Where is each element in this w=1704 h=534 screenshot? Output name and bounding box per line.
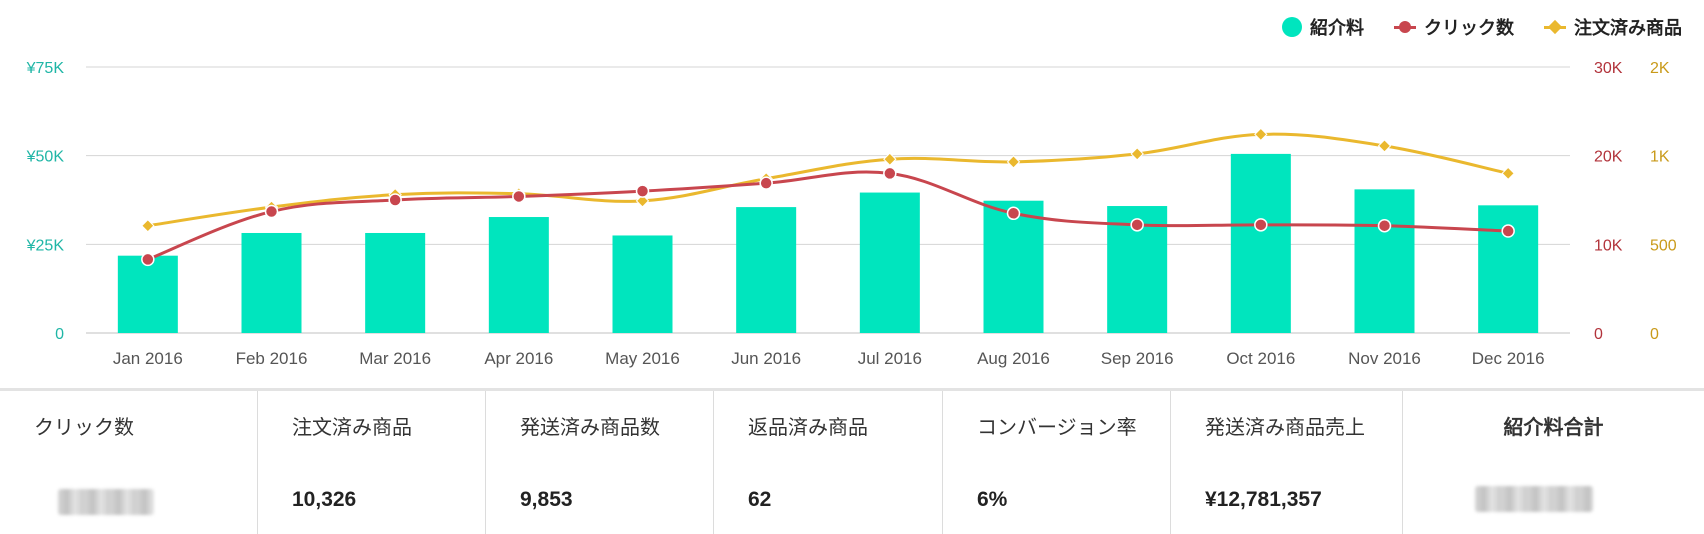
stat-total-fee: 紹介料合計 <box>1403 391 1704 534</box>
stat-conversion-rate: コンバージョン率 6% <box>943 391 1171 534</box>
x-tick-label: May 2016 <box>605 349 680 368</box>
stat-label: 注文済み商品 <box>292 417 412 439</box>
bar-fee <box>736 207 797 333</box>
bar-fee <box>612 235 673 333</box>
y-left-tick-label: 0 <box>55 326 64 343</box>
y-left-tick-label: ¥50K <box>26 149 65 166</box>
point-clicks <box>759 176 773 190</box>
y-right-ordered-tick-label: 1K <box>1650 149 1670 166</box>
bar-fee <box>859 192 920 333</box>
stat-label: コンバージョン率 <box>977 417 1137 439</box>
redacted-value <box>1475 486 1593 512</box>
stats-row: クリック数 注文済み商品 10,326 発送済み商品数 9,853 返品済み商品… <box>0 391 1704 534</box>
point-ordered-items <box>1130 147 1144 161</box>
point-ordered-items <box>141 219 155 233</box>
point-ordered-items <box>1006 155 1021 169</box>
point-ordered-items <box>1254 127 1268 142</box>
bar-fee <box>1230 153 1291 333</box>
point-ordered-items <box>1377 139 1392 153</box>
bar-fee <box>1354 189 1415 333</box>
stat-label: 発送済み商品数 <box>520 417 660 439</box>
point-clicks <box>1006 206 1021 221</box>
bar-fee <box>488 217 549 333</box>
y-right-clicks-tick-label: 20K <box>1594 149 1623 166</box>
combo-chart: 0 0 0 ¥25K 10K 500 ¥50K 20K 1K ¥75K 30K 2K Jan 2016 F… <box>26 14 1682 368</box>
bar-fee <box>241 232 302 333</box>
y-right-ordered-tick-label: 500 <box>1650 237 1677 254</box>
legend-clicks-label: クリック数 <box>1424 18 1514 38</box>
line-ordered-items <box>147 132 1509 228</box>
x-tick-label: Feb 2016 <box>236 349 308 368</box>
stat-value: ¥12,781,357 <box>1205 488 1322 511</box>
stat-label: 発送済み商品売上 <box>1205 417 1365 439</box>
stat-value: 6% <box>977 488 1008 511</box>
stat-value: 9,853 <box>520 488 573 511</box>
stat-returned-items: 返品済み商品 62 <box>714 391 943 534</box>
bar-fee <box>117 255 178 333</box>
point-clicks <box>388 193 402 207</box>
x-tick-label: Dec 2016 <box>1472 349 1545 368</box>
legend-clicks-marker <box>1394 17 1416 37</box>
chart-canvas: 0 0 0 ¥25K 10K 500 ¥50K 20K 1K ¥75K 30K 2K Jan 2016 F… <box>26 60 1677 368</box>
legend-ordered-label: 注文済み商品 <box>1574 18 1682 38</box>
legend-ordered-marker <box>1544 17 1566 37</box>
point-clicks <box>264 204 279 219</box>
legend-fee-label: 紹介料 <box>1310 18 1364 38</box>
point-clicks <box>1130 218 1144 232</box>
point-clicks <box>1501 224 1515 238</box>
y-right-clicks-tick-label: 10K <box>1594 237 1623 254</box>
point-clicks <box>512 189 526 204</box>
y-right-ordered-tick-label: 2K <box>1650 60 1670 77</box>
bar-fee <box>365 232 426 333</box>
y-right-clicks-tick-label: 0 <box>1594 326 1603 343</box>
point-ordered-items <box>635 194 650 208</box>
bar-fee <box>983 200 1044 333</box>
y-left-tick-label: ¥25K <box>26 237 65 254</box>
stat-value: 10,326 <box>292 488 357 511</box>
point-ordered-items <box>883 152 897 166</box>
stat-shipped-items: 発送済み商品数 9,853 <box>486 391 714 534</box>
x-tick-label: Jan 2016 <box>113 349 183 368</box>
chart-legend: 紹介料 クリック数 注文済み商品 <box>1282 14 1682 40</box>
y-right-clicks-tick-label: 30K <box>1594 60 1623 77</box>
line-clicks <box>147 170 1509 261</box>
x-tick-label: Oct 2016 <box>1226 349 1295 368</box>
x-tick-label: Nov 2016 <box>1348 349 1421 368</box>
stat-value: 62 <box>748 488 772 511</box>
legend-item-fee[interactable]: 紹介料 <box>1282 14 1364 40</box>
stat-label: 紹介料合計 <box>1503 417 1604 439</box>
x-tick-label: Apr 2016 <box>484 349 553 368</box>
point-ordered-items <box>1501 166 1515 181</box>
point-clicks <box>635 184 650 198</box>
stat-clicks: クリック数 <box>0 391 258 534</box>
point-clicks <box>883 166 897 181</box>
chart-stats-divider <box>0 388 1704 391</box>
legend-item-clicks[interactable]: クリック数 <box>1394 14 1514 40</box>
x-tick-label: Sep 2016 <box>1101 349 1174 368</box>
point-clicks <box>141 252 155 267</box>
point-clicks <box>1254 218 1268 232</box>
redacted-value <box>58 489 154 515</box>
point-clicks <box>1377 218 1392 233</box>
x-tick-label: Jul 2016 <box>858 349 922 368</box>
stat-label: 返品済み商品 <box>748 417 868 439</box>
y-left-tick-label: ¥75K <box>26 60 65 77</box>
stat-shipped-revenue: 発送済み商品売上 ¥12,781,357 <box>1171 391 1403 534</box>
stat-ordered-items: 注文済み商品 10,326 <box>258 391 486 534</box>
stat-label: クリック数 <box>34 417 134 439</box>
legend-item-ordered[interactable]: 注文済み商品 <box>1544 14 1682 40</box>
x-tick-label: Aug 2016 <box>977 349 1050 368</box>
x-tick-label: Mar 2016 <box>359 349 431 368</box>
y-right-ordered-tick-label: 0 <box>1650 326 1659 343</box>
x-tick-label: Jun 2016 <box>731 349 801 368</box>
legend-fee-marker <box>1282 17 1302 37</box>
